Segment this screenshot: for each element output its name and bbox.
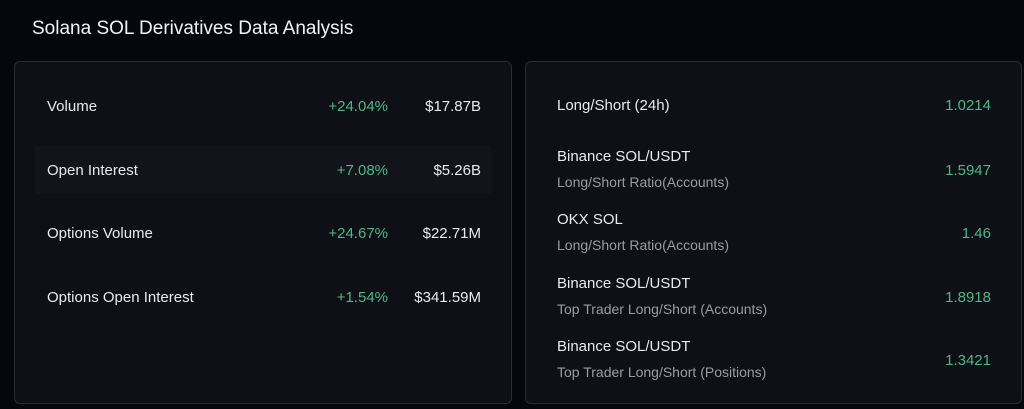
- ratio-row: Binance SOL/USDT Long/Short Ratio(Accoun…: [557, 148, 991, 198]
- ratio-sublabel: Long/Short Ratio(Accounts): [557, 237, 729, 253]
- stat-value: $22.71M: [422, 224, 481, 242]
- ratio-label: Binance SOL/USDT: [557, 338, 691, 355]
- stat-value: $5.26B: [433, 161, 481, 179]
- stat-row-options-volume: Options Volume +24.67% $22.71M: [35, 209, 491, 257]
- ratio-label: OKX SOL: [557, 211, 623, 228]
- stat-row-open-interest: Open Interest +7.08% $5.26B: [35, 146, 491, 194]
- stat-change: +1.54%: [336, 288, 388, 306]
- stat-label: Open Interest: [47, 161, 138, 179]
- stat-change: +24.67%: [328, 224, 388, 242]
- market-stats-panel: Volume +24.04% $17.87B Open Interest +7.…: [14, 61, 512, 404]
- stat-row-volume: Volume +24.04% $17.87B: [35, 82, 491, 130]
- stat-label: Volume: [47, 97, 98, 115]
- stat-row-options-open-interest: Options Open Interest +1.54% $341.59M: [35, 273, 491, 321]
- ratio-value: 1.46: [961, 225, 991, 242]
- ratio-value: 1.8918: [945, 289, 991, 306]
- stat-value: $341.59M: [414, 288, 481, 306]
- ratio-row: Binance SOL/USDT Top Trader Long/Short (…: [557, 338, 991, 388]
- long-short-panel: Long/Short (24h) 1.0214 Binance SOL/USDT…: [525, 61, 1022, 404]
- ratio-sublabel: Top Trader Long/Short (Accounts): [557, 301, 768, 317]
- stat-value: $17.87B: [425, 97, 481, 115]
- ratio-row: Long/Short (24h) 1.0214: [557, 83, 991, 133]
- ratio-sublabel: Long/Short Ratio(Accounts): [557, 174, 729, 190]
- page-title: Solana SOL Derivatives Data Analysis: [32, 18, 354, 39]
- ratio-label: Long/Short (24h): [557, 97, 670, 114]
- stat-label: Options Open Interest: [47, 288, 194, 306]
- ratio-value: 1.3421: [945, 352, 991, 369]
- ratio-value: 1.5947: [945, 162, 991, 179]
- stat-change: +7.08%: [336, 161, 388, 179]
- ratio-label: Binance SOL/USDT: [557, 275, 691, 292]
- ratio-row: OKX SOL Long/Short Ratio(Accounts) 1.46: [557, 211, 991, 261]
- ratio-row: Binance SOL/USDT Top Trader Long/Short (…: [557, 275, 991, 325]
- ratio-value: 1.0214: [945, 97, 991, 114]
- ratio-sublabel: Top Trader Long/Short (Positions): [557, 364, 767, 380]
- stat-change: +24.04%: [328, 97, 388, 115]
- ratio-label: Binance SOL/USDT: [557, 148, 691, 165]
- stat-label: Options Volume: [47, 224, 153, 242]
